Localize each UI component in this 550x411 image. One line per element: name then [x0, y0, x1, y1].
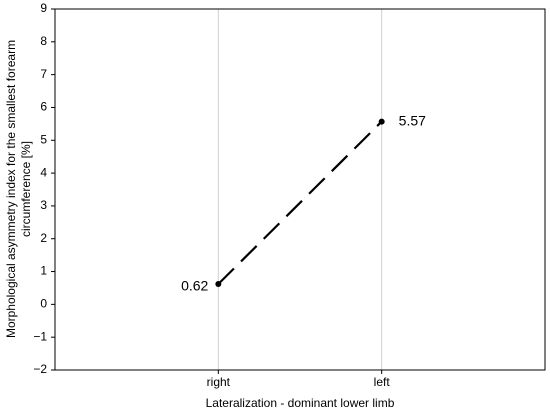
- x-axis-label: Lateralization - dominant lower limb: [206, 396, 395, 410]
- y-tick-label: 1: [40, 264, 47, 278]
- plot-frame: [54, 8, 546, 371]
- data-line: [217, 120, 383, 285]
- y-tick-label: 5: [40, 132, 47, 146]
- y-axis-label: Morphological asymmetry index for the sm…: [4, 40, 18, 338]
- y-tick-label: −1: [33, 329, 47, 343]
- y-axis-label: circumference [%]: [19, 141, 33, 237]
- y-tick-label: 8: [40, 34, 47, 48]
- y-tick-label: 4: [40, 165, 47, 179]
- data-point: [215, 281, 222, 288]
- y-tick-label: −2: [33, 362, 47, 376]
- y-tick-label: 3: [40, 198, 47, 212]
- data-label: 0.62: [181, 278, 208, 294]
- data-point: [378, 118, 385, 125]
- x-tick-label: right: [207, 375, 231, 389]
- y-tick-label: 7: [40, 67, 47, 81]
- y-tick-label: 9: [40, 1, 47, 15]
- y-tick-label: 2: [40, 231, 47, 245]
- y-tick-label: 6: [40, 100, 47, 114]
- y-tick-label: 0: [40, 297, 47, 311]
- x-tick-label: left: [374, 375, 391, 389]
- data-label: 5.57: [399, 112, 426, 128]
